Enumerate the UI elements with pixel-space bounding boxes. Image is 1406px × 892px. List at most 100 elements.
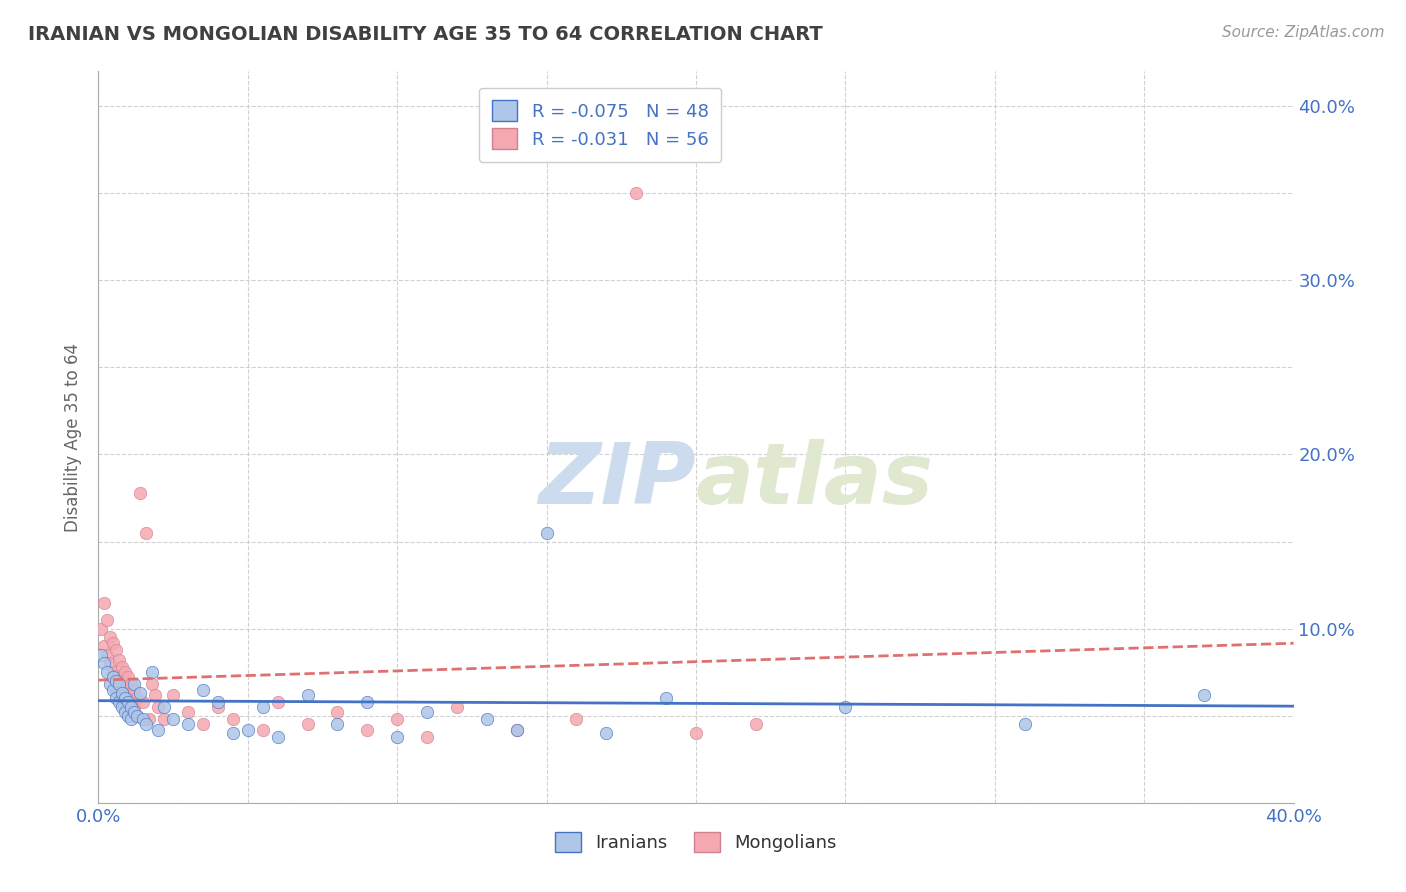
Point: [127, 708, 149, 723]
Point: [114, 700, 136, 714]
Point: [98, 657, 122, 671]
Point: [129, 686, 152, 700]
Point: [162, 712, 184, 726]
Point: [135, 717, 157, 731]
Point: [153, 712, 176, 726]
Point: [143, 688, 166, 702]
Point: [105, 691, 128, 706]
Point: [117, 695, 139, 709]
Point: [93, 595, 115, 609]
Point: [506, 723, 529, 737]
Point: [207, 700, 229, 714]
Point: [124, 677, 146, 691]
Point: [98, 631, 122, 645]
Point: [297, 688, 319, 702]
Point: [103, 670, 125, 684]
Point: [98, 677, 122, 691]
Point: [111, 677, 134, 691]
Point: [120, 695, 142, 709]
Point: [252, 723, 274, 737]
Point: [1192, 688, 1215, 702]
Point: [267, 695, 290, 709]
Point: [96, 665, 118, 680]
Point: [191, 682, 214, 697]
Point: [536, 525, 558, 540]
Point: [114, 665, 136, 680]
Point: [416, 730, 439, 744]
Point: [565, 712, 588, 726]
Point: [103, 665, 125, 680]
Point: [96, 648, 118, 662]
Point: [114, 682, 136, 697]
Point: [141, 665, 163, 680]
Point: [96, 613, 118, 627]
Point: [124, 705, 146, 719]
Point: [105, 642, 128, 657]
Point: [141, 677, 163, 691]
Legend: Iranians, Mongolians: Iranians, Mongolians: [548, 824, 844, 860]
Point: [153, 700, 176, 714]
Point: [120, 712, 142, 726]
Text: atlas: atlas: [696, 440, 934, 523]
Point: [120, 700, 142, 714]
Point: [148, 700, 170, 714]
Text: Source: ZipAtlas.com: Source: ZipAtlas.com: [1222, 25, 1385, 40]
Point: [129, 485, 152, 500]
Point: [356, 723, 378, 737]
Point: [108, 653, 131, 667]
Point: [127, 708, 149, 723]
Point: [90, 648, 112, 662]
Point: [117, 670, 139, 684]
Point: [222, 726, 245, 740]
Point: [114, 705, 136, 719]
Point: [117, 688, 139, 702]
Point: [93, 639, 115, 653]
Point: [124, 700, 146, 714]
Point: [148, 723, 170, 737]
Point: [111, 686, 134, 700]
Point: [207, 695, 229, 709]
Point: [103, 635, 125, 649]
Point: [120, 677, 142, 691]
Point: [105, 673, 128, 688]
Point: [108, 695, 131, 709]
Point: [326, 717, 349, 731]
Point: [93, 657, 115, 671]
Point: [655, 691, 678, 706]
Point: [135, 525, 157, 540]
Point: [834, 700, 856, 714]
Point: [108, 673, 131, 688]
Point: [162, 688, 184, 702]
Point: [326, 705, 349, 719]
Point: [105, 682, 128, 697]
Point: [252, 700, 274, 714]
Point: [356, 695, 378, 709]
Point: [124, 682, 146, 697]
Point: [297, 717, 319, 731]
Point: [1014, 717, 1036, 731]
Point: [117, 705, 139, 719]
Point: [685, 726, 707, 740]
Point: [111, 660, 134, 674]
Point: [385, 712, 409, 726]
Point: [222, 712, 245, 726]
Point: [108, 677, 131, 691]
Point: [385, 730, 409, 744]
Point: [103, 682, 125, 697]
Point: [475, 712, 498, 726]
Point: [90, 622, 112, 636]
Point: [446, 700, 468, 714]
Point: [132, 712, 155, 726]
Y-axis label: Disability Age 35 to 64: Disability Age 35 to 64: [65, 343, 83, 532]
Point: [111, 695, 134, 709]
Point: [127, 691, 149, 706]
Point: [191, 717, 214, 731]
Point: [138, 712, 160, 726]
Point: [267, 730, 290, 744]
Point: [595, 726, 617, 740]
Point: [177, 717, 200, 731]
Point: [105, 668, 128, 682]
Point: [114, 691, 136, 706]
Point: [117, 708, 139, 723]
Text: IRANIAN VS MONGOLIAN DISABILITY AGE 35 TO 64 CORRELATION CHART: IRANIAN VS MONGOLIAN DISABILITY AGE 35 T…: [28, 25, 823, 44]
